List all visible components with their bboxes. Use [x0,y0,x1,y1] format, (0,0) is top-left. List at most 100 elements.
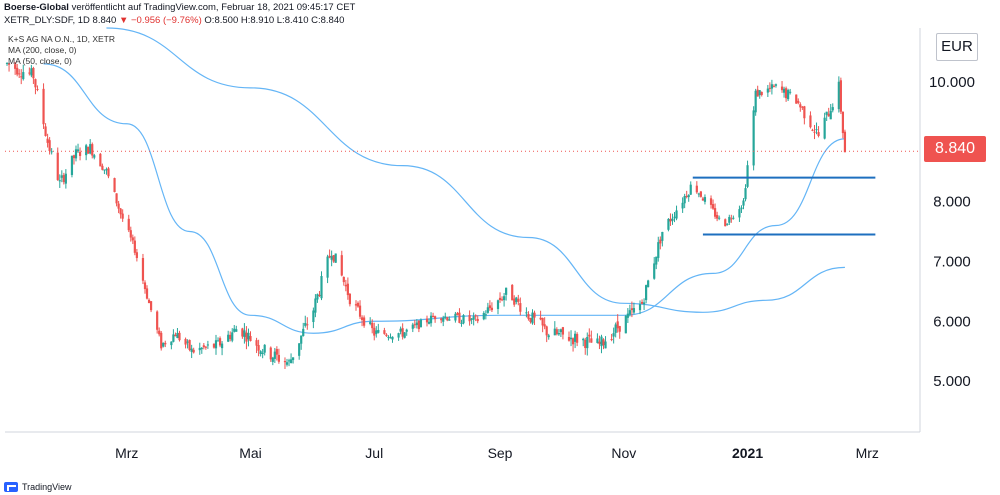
candle [440,317,443,324]
candle [344,279,347,292]
candle-body [602,339,605,346]
candle [561,326,565,340]
moving-averages [43,27,845,334]
candle-body [103,169,106,171]
candle [571,337,575,352]
candle-body [190,348,193,352]
candle-body [257,345,260,351]
candle-body [809,115,812,128]
candle [616,314,619,333]
candle [839,77,842,115]
candle [413,319,416,329]
candle [162,342,165,348]
candle [600,334,603,354]
candle [541,317,544,333]
candle-body [505,287,508,295]
candle-body [460,322,463,324]
candle-body [659,239,662,244]
candle-body [618,326,621,332]
candle-body [14,64,17,69]
candle [531,309,534,325]
candle [275,346,278,361]
candle-body [413,324,416,326]
candle [356,301,360,308]
currency-button[interactable]: EUR [936,33,978,61]
candle [513,295,516,307]
candle [482,311,485,321]
candle-body [590,338,593,343]
candle-body [730,218,733,220]
footer: TradingView [4,482,72,492]
candle-body [774,84,778,86]
price-tick-label: 5.000 [933,373,971,390]
candle-body [813,131,816,133]
candle-body [795,94,798,104]
candle [758,90,761,99]
candle [216,337,220,342]
candle [632,302,636,315]
candle [186,339,189,349]
candle-body [105,169,108,171]
candle-body [695,185,698,193]
candle [318,290,321,297]
candle [273,347,276,363]
candle-body [354,304,358,306]
candle-body [164,342,167,345]
candle [515,296,518,305]
candle-body [62,175,65,183]
candle-body [312,310,315,323]
candle [259,350,262,357]
candle-body [440,318,443,321]
candle-body [241,328,244,337]
candle [505,287,508,301]
candle [789,88,792,95]
candle-body [304,322,307,326]
candle-body [713,208,717,217]
candle-body [817,132,820,136]
candle [732,215,735,220]
candle-body [133,240,136,253]
candle [399,326,402,335]
candle-body [328,255,331,258]
candle [287,358,291,367]
candle [831,103,834,113]
candle [56,147,59,181]
candle-body [377,329,380,333]
candle [369,317,372,326]
candle-body [101,165,104,170]
candle [44,123,47,137]
candle-body [784,88,788,99]
candle-body [74,149,78,159]
candle-body [300,335,303,344]
candle-body [673,216,676,218]
candle [419,318,423,328]
candle [289,353,293,364]
candle-body [474,315,477,317]
candle [774,83,778,88]
candle [584,337,587,355]
candle-body [34,79,37,88]
candle [683,193,686,209]
candle-body [121,213,124,219]
candle [533,310,536,326]
candle [202,343,205,350]
candle-body [320,276,323,299]
candle [744,184,747,202]
candle-body [681,202,684,209]
candle-body [746,165,749,187]
candle-body [484,314,487,316]
price-tick-label: 6.000 [933,313,971,330]
candle-body [283,361,287,363]
candle [218,336,222,348]
candle [401,323,404,340]
candle-body [612,333,615,337]
candle-body [245,332,248,342]
candle-body [567,336,571,341]
candle [22,64,25,81]
candle [752,106,755,171]
candle-body [48,140,51,151]
candle [198,342,201,355]
candle-body [533,312,536,318]
candle [89,139,92,155]
